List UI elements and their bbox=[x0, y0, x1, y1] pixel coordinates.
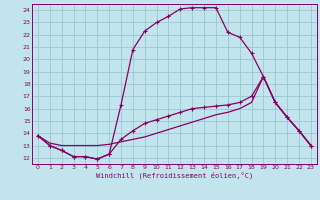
X-axis label: Windchill (Refroidissement éolien,°C): Windchill (Refroidissement éolien,°C) bbox=[96, 172, 253, 179]
